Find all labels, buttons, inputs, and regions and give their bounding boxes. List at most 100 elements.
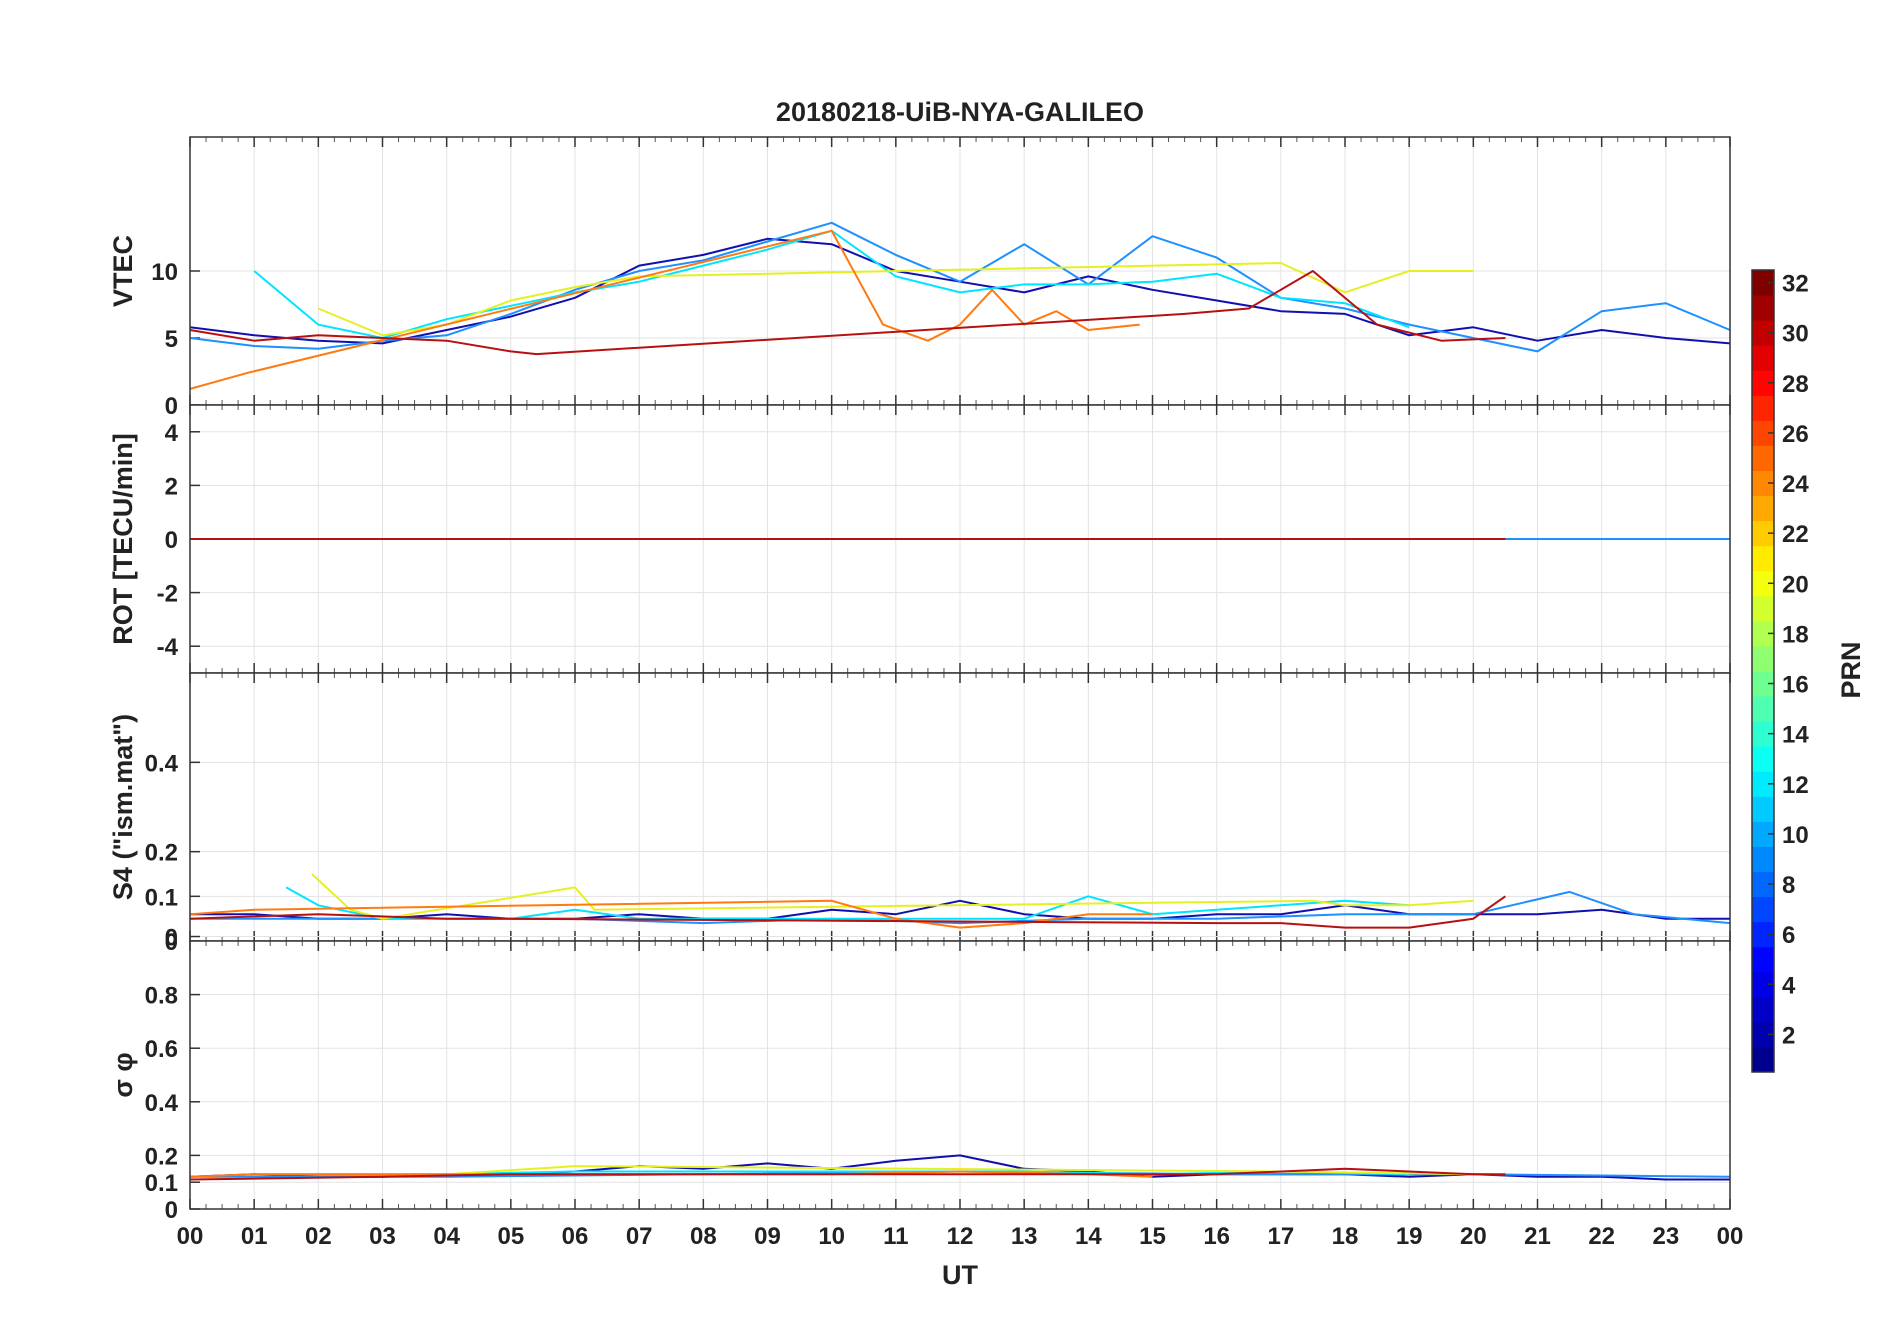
colorbar-label: PRN: [1836, 641, 1866, 698]
colorbar-segment: [1752, 896, 1774, 923]
x-tick-label: 19: [1396, 1223, 1423, 1250]
colorbar-tick-label: 6: [1782, 922, 1795, 949]
colorbar-segment: [1752, 1021, 1774, 1048]
x-tick-label: 21: [1524, 1223, 1551, 1250]
colorbar-tick-label: 10: [1782, 822, 1809, 849]
y-tick-label: 0.2: [145, 1143, 178, 1170]
colorbar-tick-label: 16: [1782, 672, 1809, 699]
colorbar-segment: [1752, 620, 1774, 647]
y-tick-label: 0.2: [145, 840, 178, 867]
panel-1: 0 5 10 VTEC: [108, 136, 1731, 420]
panel-4: 00.10.2 0.4 0.6 0.8 σ φ: [108, 940, 1731, 1224]
colorbar-segment: [1752, 921, 1774, 948]
y-tick-label: -2: [157, 581, 178, 608]
colorbar-segment: [1752, 996, 1774, 1023]
colorbar-segment: [1752, 645, 1774, 672]
x-tick-label: 05: [497, 1223, 524, 1250]
x-tick-label: 16: [1203, 1223, 1230, 1250]
colorbar-segment: [1752, 595, 1774, 622]
series-line-5: [189, 229, 1140, 390]
panel-3: 00 0.1 0.2 0.4 S4 ("ism.mat"): [108, 672, 1731, 956]
y-tick-label: 0: [165, 925, 178, 952]
x-tick-label: 13: [1011, 1223, 1038, 1250]
colorbar-tick-label: 4: [1782, 972, 1796, 999]
x-tick-label: 06: [562, 1223, 589, 1250]
x-tick-label: 04: [433, 1223, 460, 1250]
colorbar-segment: [1752, 270, 1774, 296]
colorbar-tick-label: 20: [1782, 571, 1809, 598]
colorbar-segment: [1752, 746, 1774, 772]
colorbar-tick-label: 22: [1782, 521, 1809, 548]
colorbar-segment: [1752, 420, 1774, 446]
x-tick-label: 08: [690, 1223, 717, 1250]
series-line-6: [189, 270, 1506, 356]
colorbar-tick-label: 14: [1782, 722, 1809, 749]
panel-frame: [189, 940, 1731, 1210]
colorbar-segment: [1752, 470, 1774, 497]
y-axis-label: σ φ: [108, 1052, 138, 1097]
series-line-3: [285, 886, 1410, 920]
colorbar-tick-label: 28: [1782, 371, 1809, 398]
colorbar-segment: [1752, 395, 1774, 421]
x-tick-label: 07: [626, 1223, 653, 1250]
x-tick-label: 01: [241, 1223, 268, 1250]
colorbar-segment: [1752, 821, 1774, 847]
x-tick-label: 02: [305, 1223, 332, 1250]
series-line-6: [189, 895, 1506, 929]
colorbar-segment: [1752, 370, 1774, 396]
y-tick-label: 2: [165, 473, 178, 500]
y-tick-label: 10: [151, 259, 178, 286]
y-tick-label: 0.8: [145, 983, 178, 1010]
x-tick-label: 12: [947, 1223, 974, 1250]
x-tick-label: 00: [177, 1223, 204, 1250]
y-axis-label: S4 ("ism.mat"): [108, 714, 138, 900]
series-line-5: [189, 899, 1153, 929]
colorbar-tick-label: 24: [1782, 471, 1809, 498]
y-tick-label: 0: [165, 1197, 178, 1224]
y-axis-label: VTEC: [108, 235, 138, 307]
x-axis-label: UT: [942, 1260, 978, 1290]
y-tick-label: -4: [157, 634, 179, 661]
x-tick-label: 18: [1332, 1223, 1359, 1250]
x-tick-label: 23: [1652, 1223, 1679, 1250]
y-tick-label: 0.6: [145, 1036, 178, 1063]
colorbar-segment: [1752, 771, 1774, 797]
series-line-4: [317, 262, 1474, 337]
y-tick-label: 5: [165, 326, 178, 353]
colorbar-tick-label: 32: [1782, 271, 1809, 298]
x-tick-label: 22: [1588, 1223, 1615, 1250]
colorbar-segment: [1752, 846, 1774, 872]
colorbar-segment: [1752, 545, 1774, 572]
colorbar-segment: [1752, 445, 1774, 471]
colorbar-segment: [1752, 946, 1774, 973]
series-line-4: [311, 873, 1474, 920]
colorbar-tick-label: 30: [1782, 321, 1809, 348]
series-line-6: [189, 1167, 1506, 1181]
colorbar-segment: [1752, 671, 1774, 697]
x-tick-label: 17: [1267, 1223, 1294, 1250]
x-tick-label: 10: [818, 1223, 845, 1250]
x-tick-label: 03: [369, 1223, 396, 1250]
y-tick-label: 0.1: [145, 1170, 178, 1197]
colorbar-segment: [1752, 796, 1774, 822]
x-tick-label: 11: [883, 1223, 908, 1250]
colorbar-segment: [1752, 721, 1774, 747]
colorbar-frame: [1751, 269, 1775, 1073]
colorbar-segment: [1752, 320, 1774, 346]
colorbar-tick-label: 26: [1782, 421, 1809, 448]
colorbar-segment: [1752, 295, 1774, 321]
colorbar-segment: [1752, 345, 1774, 371]
x-tick-label: 14: [1075, 1223, 1102, 1250]
colorbar-segment: [1752, 495, 1774, 522]
x-tick-label: 09: [754, 1223, 781, 1250]
y-tick-label: 0: [165, 527, 178, 554]
y-tick-label: 4: [165, 420, 179, 447]
colorbar-tick-label: 18: [1782, 621, 1809, 648]
series-line-2: [189, 221, 1731, 353]
x-tick-label: 00: [1717, 1223, 1744, 1250]
x-axis: 00 01 02 03 04 05 06 07 08 09 10 11 12 13 14 15 16 17 18 19…: [177, 1223, 1744, 1250]
y-tick-label: 0.4: [145, 1090, 179, 1117]
